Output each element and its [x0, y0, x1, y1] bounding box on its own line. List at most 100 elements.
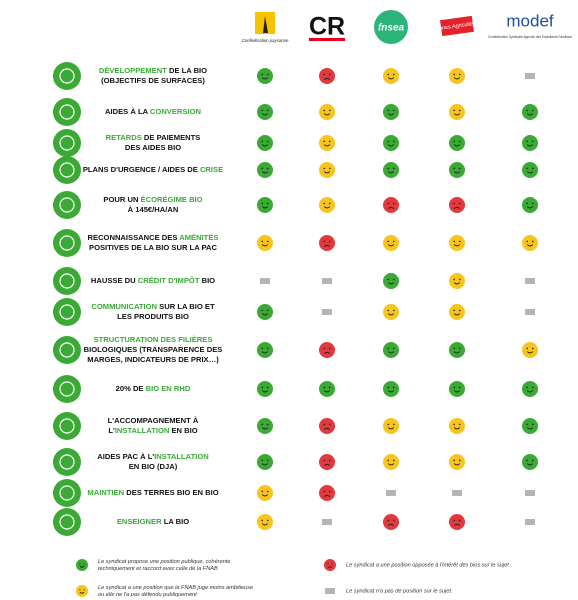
eye	[459, 278, 461, 281]
row-icon-detail	[59, 68, 75, 84]
face	[76, 585, 88, 597]
no-position	[525, 309, 535, 315]
eye	[526, 347, 528, 350]
label-highlight: STRUCTURATION DES FILIÈRES	[94, 335, 213, 344]
eye	[532, 167, 534, 170]
row: L'ACCOMPAGNEMENT ÀL'INSTALLATION EN BIO	[53, 412, 538, 440]
mouth	[261, 113, 269, 116]
eye	[532, 386, 534, 389]
mouth	[387, 313, 395, 316]
column-header: fnsea	[374, 10, 408, 44]
row-icon	[53, 412, 81, 440]
legend-item: Le syndicat n'a pas de position sur le s…	[325, 588, 452, 594]
eye	[459, 519, 461, 522]
mouth	[261, 206, 269, 209]
label-text: EN BIO	[169, 426, 197, 435]
status-yellow	[383, 304, 399, 320]
row-icon-detail	[59, 135, 75, 151]
eye	[83, 589, 85, 591]
row-label: MAINTIEN DES TERRES BIO EN BIO	[87, 488, 218, 497]
face	[449, 454, 465, 470]
eye	[261, 167, 264, 170]
status-yellow	[449, 235, 465, 251]
mouth	[261, 313, 269, 316]
status-green	[257, 418, 273, 434]
mouth	[526, 244, 534, 247]
eye	[453, 386, 456, 389]
status-red	[319, 235, 335, 251]
row-icon	[53, 448, 81, 476]
status-yellow	[319, 135, 335, 151]
status-yellow	[319, 104, 335, 120]
row: PLANS D'URGENCE / AIDES DE CRISE	[53, 156, 538, 184]
column-name: CR	[309, 13, 345, 41]
face	[319, 342, 335, 358]
status-green	[449, 381, 465, 397]
face	[522, 418, 538, 434]
row-label: RECONNAISSANCE DES AMÉNITÉS	[88, 233, 219, 242]
eye	[387, 240, 390, 243]
eye	[261, 386, 264, 389]
status-yellow	[449, 454, 465, 470]
row-label: (OBJECTIFS DE SURFACES)	[101, 76, 205, 85]
status-green	[383, 273, 399, 289]
row-label: MARGES, INDICATEURS DE PRIX…)	[87, 355, 219, 364]
label-text: DES TERRES BIO EN BIO	[124, 488, 219, 497]
label-text: BIO	[199, 276, 215, 285]
face	[383, 273, 399, 289]
status-green	[522, 381, 538, 397]
eye	[532, 459, 534, 462]
face	[449, 304, 465, 320]
eye	[532, 347, 534, 350]
label-highlight: DÉVELOPPEMENT	[99, 66, 167, 75]
eye	[261, 490, 264, 493]
column-subtitle: Confédération Syndicale Agricole des Exp…	[488, 35, 572, 39]
eye	[453, 278, 456, 281]
label-text: À 145€/HA/AN	[128, 205, 179, 214]
mouth	[323, 206, 331, 209]
face	[383, 514, 399, 530]
eye	[459, 202, 461, 205]
row-icon-detail	[59, 273, 75, 289]
status-green	[319, 381, 335, 397]
column-header: CR	[309, 13, 345, 41]
eye	[267, 490, 269, 493]
face	[383, 381, 399, 397]
mouth	[79, 591, 85, 594]
eye	[453, 109, 456, 112]
label-text: LA BIO	[162, 517, 190, 526]
status-green	[383, 342, 399, 358]
row-icon	[53, 508, 81, 536]
eye	[79, 589, 81, 591]
mouth	[453, 427, 461, 430]
eye	[393, 240, 395, 243]
eye	[393, 167, 395, 170]
eye	[331, 563, 333, 565]
eye	[393, 278, 395, 281]
mouth	[387, 144, 395, 147]
face	[319, 104, 335, 120]
status-red	[449, 514, 465, 530]
status-yellow	[383, 454, 399, 470]
face	[522, 162, 538, 178]
no-position	[525, 278, 535, 284]
eye	[329, 73, 331, 76]
status-yellow	[522, 235, 538, 251]
eye	[323, 386, 326, 389]
eye	[323, 140, 326, 143]
eye	[532, 109, 534, 112]
legend-text: Le syndicat propose une position publiqu…	[98, 559, 230, 565]
legend-text: Le syndicat a une position opposée à l'i…	[346, 562, 509, 568]
eye	[459, 347, 461, 350]
face	[522, 342, 538, 358]
no-position	[325, 588, 335, 594]
mouth	[323, 244, 331, 247]
face	[383, 418, 399, 434]
mouth	[526, 206, 534, 209]
status-red	[449, 197, 465, 213]
eye	[267, 109, 269, 112]
eye	[453, 140, 456, 143]
